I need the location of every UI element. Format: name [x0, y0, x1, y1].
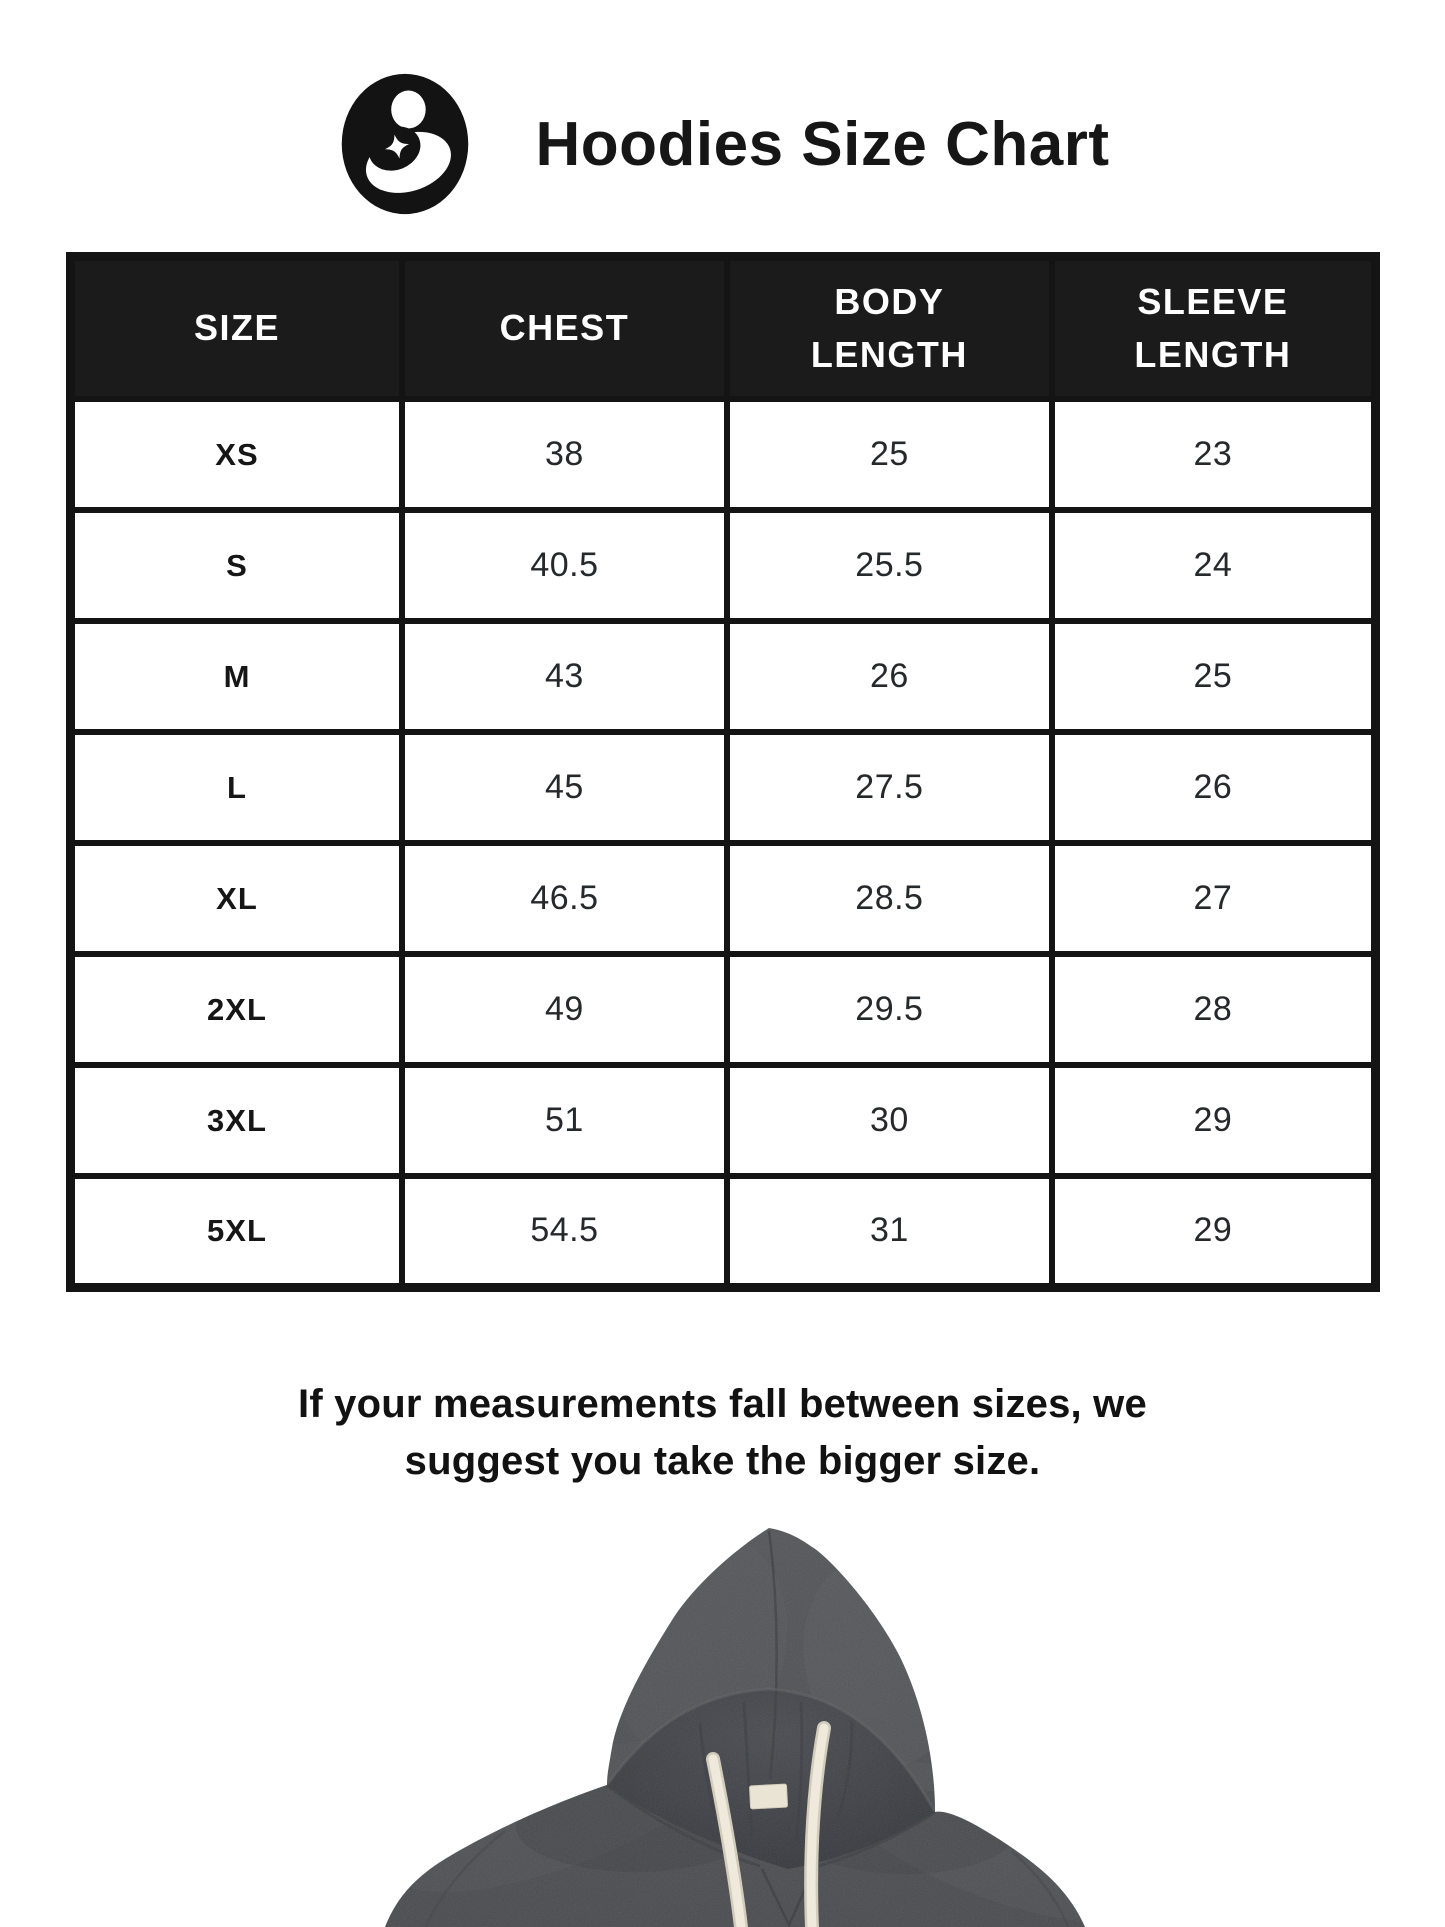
body-length-cell: 25.5 — [723, 507, 1055, 624]
sleeve-length-cell: 29 — [1048, 1062, 1379, 1179]
size-cell: L — [67, 729, 405, 846]
brand-logo — [336, 70, 474, 218]
table-row: L 45 27.5 26 — [67, 729, 1379, 846]
size-table-body: XS 38 25 23 S 40.5 25.5 24 M 43 26 25 L … — [67, 396, 1379, 1290]
body-length-cell: 27.5 — [723, 729, 1055, 846]
hoodie-product-image — [0, 1497, 1445, 1927]
table-row: M 43 26 25 — [67, 618, 1379, 735]
chest-cell: 40.5 — [398, 507, 730, 624]
sizing-note: If your measurements fall between sizes,… — [0, 1376, 1445, 1490]
table-row: XL 46.5 28.5 27 — [67, 840, 1379, 957]
chest-cell: 51 — [398, 1062, 730, 1179]
size-table: SIZE CHEST BODY LENGTH SLEEVE LENGTH XS … — [66, 252, 1380, 1292]
column-header-sleeve-length: SLEEVE LENGTH — [1048, 253, 1379, 402]
size-table-header: SIZE CHEST BODY LENGTH SLEEVE LENGTH — [67, 253, 1379, 402]
column-header-body-length: BODY LENGTH — [723, 253, 1055, 402]
chest-cell: 43 — [398, 618, 730, 735]
sleeve-length-cell: 28 — [1048, 951, 1379, 1068]
size-cell: M — [67, 618, 405, 735]
page-title: Hoodies Size Chart — [535, 109, 1110, 179]
sizing-note-line1: If your measurements fall between sizes,… — [298, 1382, 1147, 1426]
size-cell: 3XL — [67, 1062, 405, 1179]
chest-cell: 45 — [398, 729, 730, 846]
body-length-cell: 31 — [723, 1173, 1055, 1290]
hoodie-illustration — [385, 1528, 1085, 1927]
size-cell: XL — [67, 840, 405, 957]
body-length-cell: 29.5 — [723, 951, 1055, 1068]
header: Hoodies Size Chart — [0, 62, 1445, 226]
size-cell: 2XL — [67, 951, 405, 1068]
size-cell: 5XL — [67, 1173, 405, 1290]
column-header-size: SIZE — [67, 253, 405, 402]
sleeve-length-cell: 23 — [1048, 396, 1379, 513]
chest-cell: 49 — [398, 951, 730, 1068]
mother-and-child-logo-icon — [341, 73, 468, 215]
sleeve-length-cell: 25 — [1048, 618, 1379, 735]
header-row: SIZE CHEST BODY LENGTH SLEEVE LENGTH — [67, 253, 1379, 402]
sleeve-length-cell: 27 — [1048, 840, 1379, 957]
body-length-cell: 28.5 — [723, 840, 1055, 957]
size-cell: XS — [67, 396, 405, 513]
body-length-cell: 25 — [723, 396, 1055, 513]
table-row: XS 38 25 23 — [67, 396, 1379, 513]
table-row: 2XL 49 29.5 28 — [67, 951, 1379, 1068]
column-header-chest: CHEST — [398, 253, 730, 402]
chest-cell: 54.5 — [398, 1173, 730, 1290]
table-row: 5XL 54.5 31 29 — [67, 1173, 1379, 1290]
chest-cell: 38 — [398, 396, 730, 513]
body-length-cell: 30 — [723, 1062, 1055, 1179]
sleeve-length-cell: 24 — [1048, 507, 1379, 624]
body-length-cell: 26 — [723, 618, 1055, 735]
table-row: 3XL 51 30 29 — [67, 1062, 1379, 1179]
sleeve-length-cell: 29 — [1048, 1173, 1379, 1290]
sleeve-length-cell: 26 — [1048, 729, 1379, 846]
sizing-note-line2: suggest you take the bigger size. — [404, 1439, 1041, 1483]
chest-cell: 46.5 — [398, 840, 730, 957]
size-cell: S — [67, 507, 405, 624]
table-row: S 40.5 25.5 24 — [67, 507, 1379, 624]
